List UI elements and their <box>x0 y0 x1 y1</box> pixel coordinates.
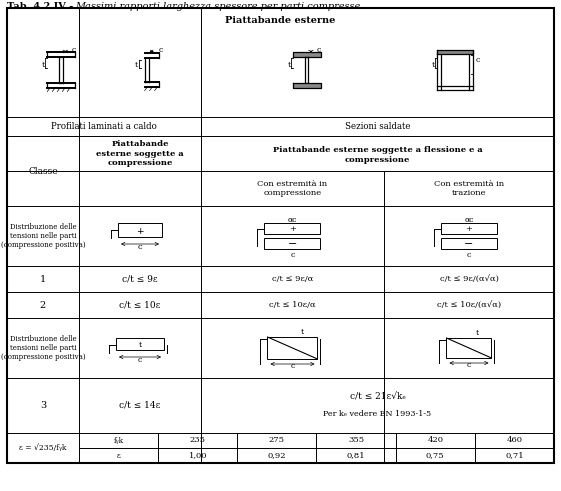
Text: Distribuzione delle
tensioni nelle parti
(compressione positiva): Distribuzione delle tensioni nelle parti… <box>1 223 85 249</box>
Text: t: t <box>42 60 45 69</box>
Text: Piattabande
esterne soggette a
compressione: Piattabande esterne soggette a compressi… <box>96 140 184 167</box>
Text: 3: 3 <box>40 401 46 410</box>
Text: Con estremità in
trazione: Con estremità in trazione <box>434 180 504 197</box>
Bar <box>441 223 497 234</box>
Text: 0,71: 0,71 <box>505 452 524 460</box>
Text: 0,92: 0,92 <box>268 452 286 460</box>
Text: 460: 460 <box>507 436 522 444</box>
Text: +: + <box>289 225 296 233</box>
Text: Con estremità in
compressione: Con estremità in compressione <box>257 180 328 197</box>
Text: +: + <box>136 226 144 236</box>
Bar <box>447 338 491 358</box>
Text: t: t <box>475 329 479 337</box>
Text: t: t <box>139 341 141 349</box>
Text: Distribuzione delle
tensioni nelle parti
(compressione positiva): Distribuzione delle tensioni nelle parti… <box>1 335 85 361</box>
Text: c: c <box>317 46 321 54</box>
Text: 275: 275 <box>269 436 285 444</box>
Text: t: t <box>431 60 435 69</box>
Text: 0,81: 0,81 <box>347 452 365 460</box>
Text: Tab. 4.2.IV -: Tab. 4.2.IV - <box>7 2 77 11</box>
Text: c: c <box>159 46 163 54</box>
Text: c: c <box>71 46 76 54</box>
Text: c: c <box>475 55 480 63</box>
Text: Classe: Classe <box>28 166 58 175</box>
Text: c: c <box>467 251 471 259</box>
Text: 2: 2 <box>40 300 46 309</box>
Bar <box>264 238 320 249</box>
Text: ε = √235/fᵧk: ε = √235/fᵧk <box>19 444 67 452</box>
Text: c: c <box>137 243 142 251</box>
Text: c/t ≤ 10ε: c/t ≤ 10ε <box>119 300 160 309</box>
Text: 235: 235 <box>190 436 206 444</box>
Text: 420: 420 <box>427 436 443 444</box>
Text: t: t <box>301 328 304 336</box>
Text: Piattabande esterne: Piattabande esterne <box>226 16 335 25</box>
Text: 355: 355 <box>348 436 364 444</box>
Text: Piattabande esterne soggette a flessione e a: Piattabande esterne soggette a flessione… <box>273 145 482 154</box>
Text: c: c <box>138 356 142 364</box>
Text: c/t ≤ 9ε/α: c/t ≤ 9ε/α <box>272 275 313 283</box>
Text: c/t ≤ 9ε: c/t ≤ 9ε <box>122 274 158 283</box>
Text: αc: αc <box>288 216 297 224</box>
Bar <box>293 52 321 56</box>
Text: c/t ≤ 21ε√kₑ: c/t ≤ 21ε√kₑ <box>350 393 406 402</box>
Text: αc: αc <box>465 216 473 224</box>
Text: 0,75: 0,75 <box>426 452 444 460</box>
Text: t: t <box>135 60 138 69</box>
Text: −: − <box>465 239 473 249</box>
Text: fᵧk: fᵧk <box>113 436 123 444</box>
Text: ε: ε <box>117 452 121 460</box>
Bar <box>264 223 320 234</box>
Text: c/t ≤ 10ε/(α√α): c/t ≤ 10ε/(α√α) <box>437 301 501 309</box>
Text: +: + <box>466 225 472 233</box>
Text: c/t ≤ 9ε/(α√α): c/t ≤ 9ε/(α√α) <box>440 275 498 283</box>
Bar <box>293 82 321 87</box>
Text: c: c <box>291 362 295 370</box>
Text: Profilati laminati a caldo: Profilati laminati a caldo <box>51 122 157 131</box>
Text: −: − <box>288 239 297 249</box>
Bar <box>437 50 473 54</box>
Text: c: c <box>291 251 295 259</box>
Text: 1: 1 <box>40 274 46 283</box>
Text: Sezioni saldate: Sezioni saldate <box>345 122 410 131</box>
Text: c/t ≤ 10ε/α: c/t ≤ 10ε/α <box>269 301 316 309</box>
Bar <box>268 337 318 359</box>
Text: t: t <box>287 60 291 69</box>
Text: compressione: compressione <box>345 156 410 164</box>
Text: c: c <box>467 361 471 369</box>
Text: c/t ≤ 14ε: c/t ≤ 14ε <box>119 401 160 410</box>
Bar <box>441 238 497 249</box>
Text: Per kₑ vedere EN 1993-1-5: Per kₑ vedere EN 1993-1-5 <box>324 409 431 417</box>
Text: 1,00: 1,00 <box>188 452 207 460</box>
Text: Massimi rapporti larghezza spessore per parti compresse: Massimi rapporti larghezza spessore per … <box>75 2 360 11</box>
Bar <box>118 223 162 237</box>
Bar <box>116 338 164 350</box>
